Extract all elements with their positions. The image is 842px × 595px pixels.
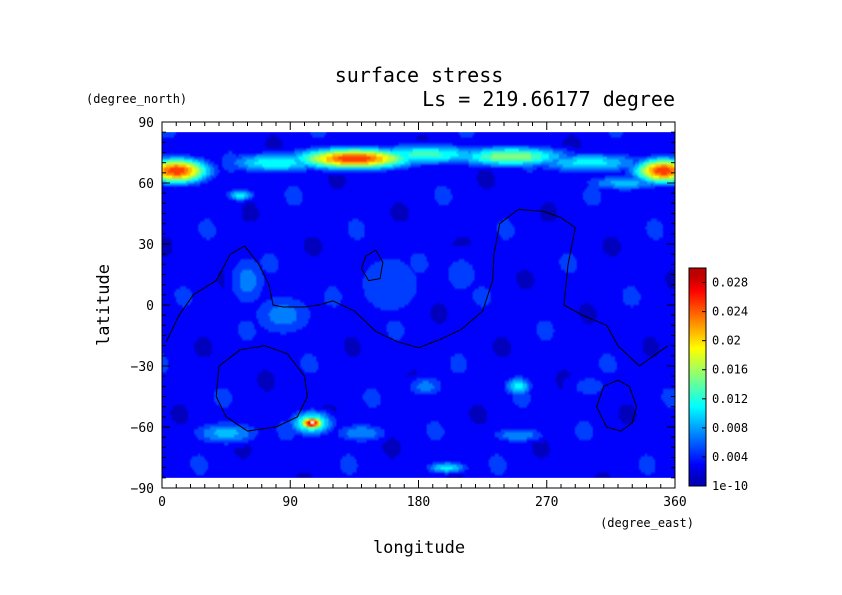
colorbar-gradient	[689, 268, 706, 486]
y-axis-label: latitude	[94, 264, 114, 346]
chart-title: surface stress	[335, 63, 504, 87]
x-units-label: (degree_east)	[600, 516, 694, 530]
y-tick-label: 90	[138, 116, 154, 131]
y-tick-label: −90	[131, 482, 154, 497]
colorbar-tick-label: 0.004	[712, 450, 748, 464]
colorbar-tick-label: 1e-10	[712, 479, 748, 493]
x-tick-label: 0	[158, 495, 166, 510]
y-tick-label: −30	[131, 360, 154, 375]
y-units-label: (degree_north)	[86, 92, 187, 106]
colorbar-tick-label: 0.024	[712, 305, 748, 319]
y-tick-label: −60	[131, 421, 154, 436]
x-tick-label: 360	[663, 495, 686, 510]
colorbar-tick-label: 0.008	[712, 421, 748, 435]
x-tick-label: 90	[282, 495, 298, 510]
y-tick-label: 60	[138, 177, 154, 192]
colorbar-tick-label: 0.028	[712, 276, 748, 290]
x-tick-label: 180	[407, 495, 430, 510]
x-axis: 0 90 180 270 360	[158, 122, 687, 510]
contour-layer	[165, 208, 669, 432]
y-tick-label: 0	[146, 299, 154, 314]
colorbar-tick-label: 0.012	[712, 392, 748, 406]
colorbar-frame	[688, 267, 707, 487]
contour-line-3	[361, 249, 384, 282]
x-tick-label: 270	[535, 495, 558, 510]
colorbar-ticks: 1e-10 0.004 0.008 0.012 0.016 0.02 0.024 0.028	[702, 276, 748, 493]
contour-line-2	[215, 345, 308, 432]
x-axis-label: longitude	[373, 538, 465, 558]
contour-line-4	[596, 379, 637, 432]
chart-subtitle: Ls = 219.66177 degree	[422, 87, 675, 111]
y-axis: 90 60 30 0 −30 −60 −90	[131, 116, 675, 497]
contour-line-1	[165, 208, 669, 367]
heatmap-field	[162, 132, 675, 478]
colorbar-tick-label: 0.02	[712, 334, 741, 348]
colorbar-tick-label: 0.016	[712, 363, 748, 377]
y-tick-label: 30	[138, 238, 154, 253]
